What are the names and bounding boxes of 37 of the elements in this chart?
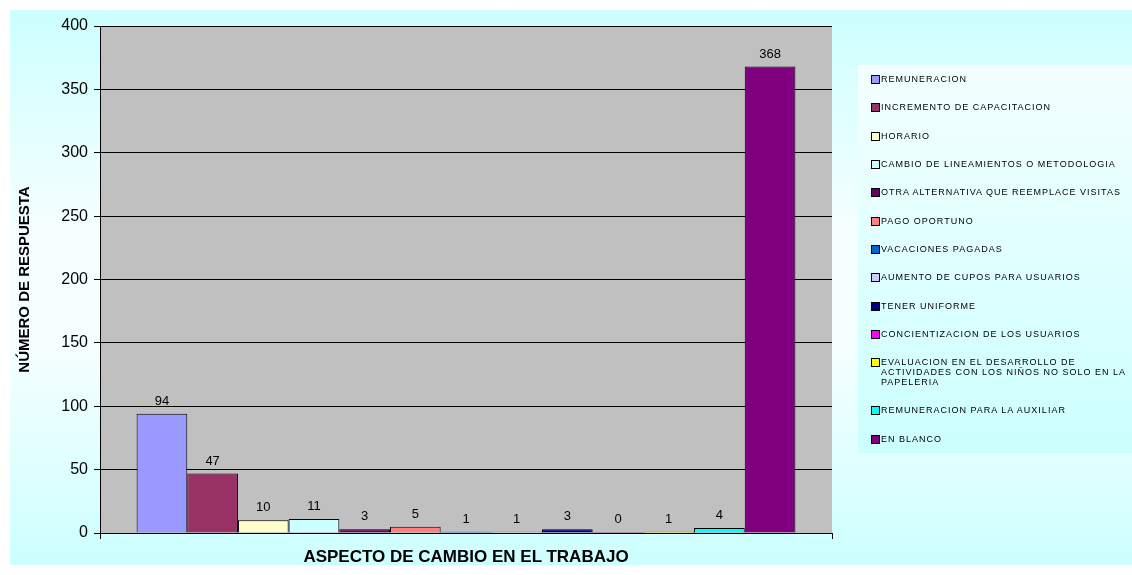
y-tick-label: 250: [61, 206, 89, 224]
y-tick-label: 50: [70, 460, 89, 478]
legend-label: EN BLANCO: [881, 433, 943, 444]
legend-label: TENER UNIFORME: [881, 300, 976, 311]
legend-label: EVALUACION EN EL DESARROLLO DE ACTIVIDADES CON LOS NIÑOS NO SOLO EN LA PAPELERIA: [881, 357, 1127, 388]
legend-label: REMUNERACION: [881, 74, 968, 85]
y-tick-label: 300: [61, 143, 89, 161]
x-axis-title: ASPECTO DE CAMBIO EN EL TRABAJO: [303, 547, 629, 567]
legend-label: HORARIO: [881, 130, 931, 141]
data-label: 1: [513, 510, 521, 526]
data-label: 94: [154, 392, 170, 408]
legend-label: CONCIENTIZACION DE LOS USUARIOS: [881, 328, 1081, 339]
data-label: 3: [563, 508, 571, 524]
data-label: 11: [307, 498, 321, 514]
data-label: 47: [205, 452, 220, 468]
y-tick-label: 150: [61, 333, 89, 351]
data-label: 5: [411, 505, 419, 521]
data-label: 368: [759, 45, 781, 61]
legend-label: INCREMENTO DE CAPACITACION: [881, 102, 1052, 113]
data-label: 1: [665, 510, 673, 526]
y-tick-label: 400: [61, 16, 89, 34]
data-label: 3: [361, 508, 369, 524]
data-label: 4: [715, 507, 723, 523]
data-label: 1: [462, 510, 470, 526]
legend-label: OTRA ALTERNATIVA QUE REEMPLACE VISITAS: [881, 187, 1121, 198]
legend-label: REMUNERACION PARA LA AUXILIAR: [881, 405, 1066, 416]
legend-label: CAMBIO DE LINEAMIENTOS O METODOLOGIA: [881, 159, 1116, 170]
y-tick-label: 100: [61, 396, 89, 414]
legend-label: PAGO OPORTUNO: [881, 215, 974, 226]
legend-label: VACACIONES PAGADAS: [881, 243, 1003, 254]
y-axis-title: NÚMERO DE RESPUESTA: [15, 186, 33, 373]
legend-label: AUMENTO DE CUPOS PARA USUARIOS: [881, 272, 1081, 283]
data-label: 10: [256, 499, 271, 515]
y-tick-label: 0: [79, 523, 89, 541]
data-label: 0: [614, 511, 622, 527]
y-tick-label: 200: [61, 269, 89, 287]
y-tick-label: 350: [61, 79, 89, 97]
